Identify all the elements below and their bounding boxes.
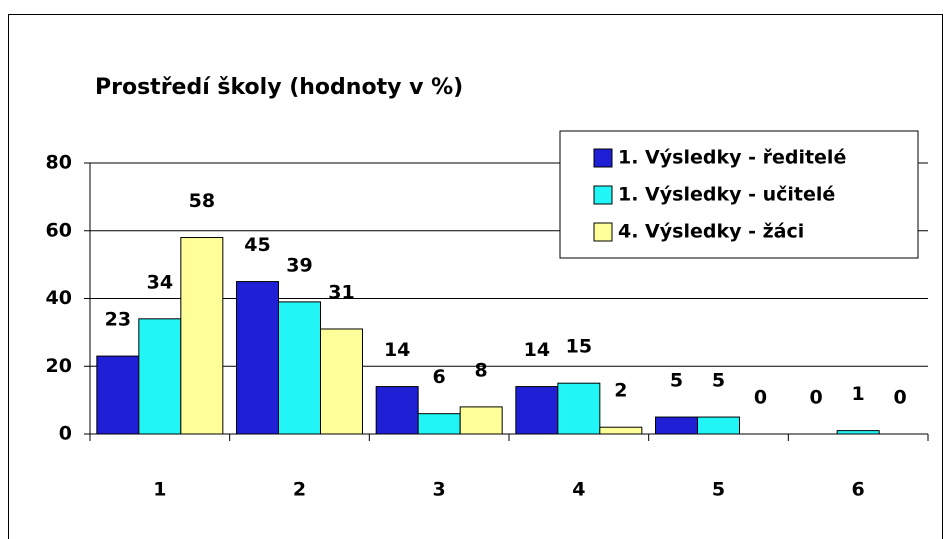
bar	[236, 281, 279, 435]
bar	[836, 430, 880, 435]
data-label: 58	[189, 190, 215, 212]
data-label: 0	[754, 387, 767, 409]
data-label: 5	[712, 370, 725, 392]
data-label: 8	[475, 359, 488, 381]
chart-title: Prostředí školy (hodnoty v %)	[95, 75, 463, 100]
data-label: 0	[894, 387, 907, 409]
data-label: 45	[244, 234, 270, 256]
legend-label: 4. Výsledky - žáci	[618, 221, 804, 243]
y-tick-label: 0	[59, 423, 72, 445]
y-tick-label: 80	[46, 152, 72, 174]
data-label: 39	[286, 254, 312, 276]
x-tick-label: 1	[153, 479, 166, 501]
bar	[599, 426, 643, 435]
data-label: 6	[433, 366, 446, 388]
y-tick-label: 60	[46, 219, 72, 241]
bar	[375, 386, 419, 435]
bar	[417, 413, 461, 435]
legend-swatch	[593, 148, 613, 168]
bar	[655, 416, 698, 435]
bar	[459, 406, 503, 435]
data-label: 23	[105, 309, 131, 331]
legend-box	[559, 130, 919, 259]
data-label: 1	[852, 383, 865, 405]
data-label: 5	[670, 370, 683, 392]
x-tick-label: 4	[572, 479, 585, 501]
legend-label: 1. Výsledky - ředitelé	[618, 147, 846, 169]
x-tick-label: 6	[852, 479, 865, 501]
x-tick-label: 5	[712, 479, 725, 501]
bar	[697, 416, 740, 435]
bar	[320, 328, 363, 435]
bar	[138, 318, 182, 435]
x-tick-label: 3	[433, 479, 446, 501]
bar	[515, 386, 559, 435]
data-label: 14	[524, 339, 550, 361]
y-tick-label: 20	[46, 355, 72, 377]
data-label: 14	[384, 339, 410, 361]
chart-frame	[8, 14, 943, 539]
bar	[96, 355, 140, 435]
x-tick-label: 2	[293, 479, 306, 501]
y-tick-label: 40	[46, 287, 72, 309]
legend-swatch	[593, 185, 613, 205]
bar	[557, 382, 601, 435]
data-label: 15	[566, 336, 592, 358]
data-label: 31	[328, 281, 354, 303]
data-label: 2	[614, 380, 627, 402]
data-label: 34	[147, 271, 173, 293]
bar	[278, 301, 321, 435]
data-label: 0	[810, 387, 823, 409]
bar	[180, 237, 224, 435]
legend-label: 1. Výsledky - učitelé	[618, 184, 835, 206]
legend-swatch	[593, 222, 613, 242]
